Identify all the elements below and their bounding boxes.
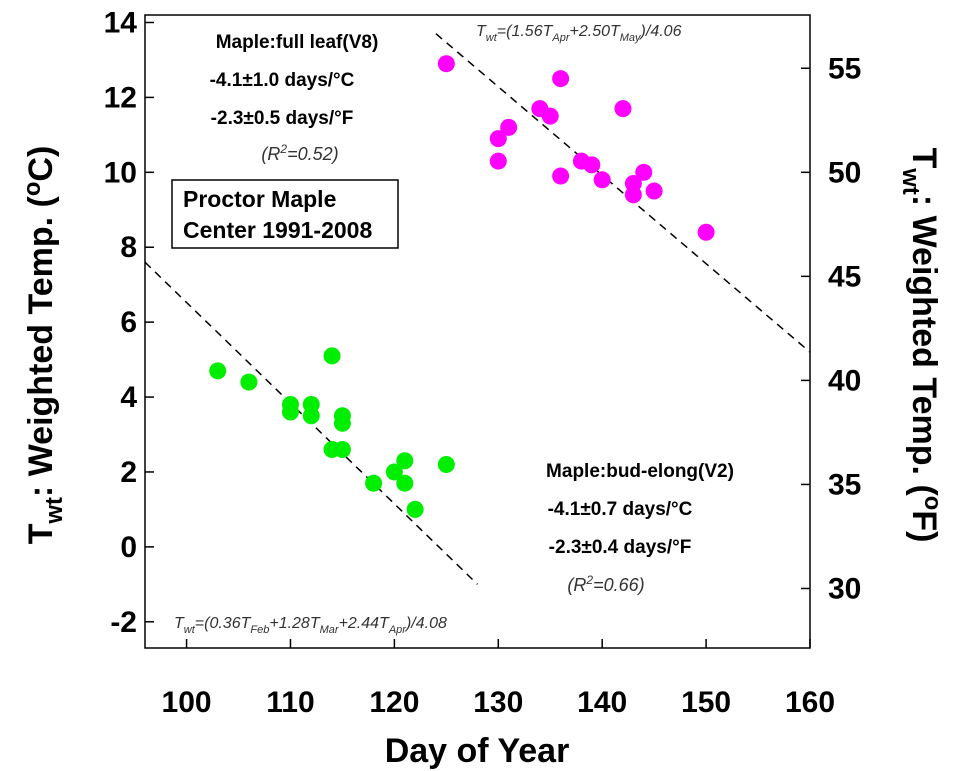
data-point — [323, 347, 341, 365]
x-axis-title: Day of Year — [385, 732, 570, 770]
data-point — [333, 414, 351, 432]
data-point — [624, 186, 642, 204]
data-point — [240, 373, 258, 391]
x-tick-label: 130 — [473, 686, 523, 719]
y-axis-left-title: Twt: Weighted Temp. (oC) — [19, 146, 68, 545]
data-point — [489, 130, 507, 148]
bud-elong-r2: (R2=0.66) — [567, 573, 644, 595]
full-leaf-stat-f: -2.3±0.5 days/°F — [211, 108, 354, 129]
data-point — [302, 407, 320, 425]
data-point — [645, 182, 663, 200]
plot-frame — [144, 14, 811, 649]
y-right-tick-label: 50 — [828, 156, 861, 189]
y-left-tick-label: -2 — [110, 606, 137, 639]
y-right-tick-label: 30 — [828, 572, 861, 605]
data-point — [333, 440, 351, 458]
y-left-tick-label: 10 — [104, 156, 137, 189]
data-point — [365, 474, 383, 492]
full-leaf-r2: (R2=0.52) — [261, 142, 338, 164]
x-tick-label: 140 — [577, 686, 627, 719]
station-label-line2: Center 1991-2008 — [183, 217, 372, 243]
y-right-tick-label: 45 — [828, 260, 861, 293]
x-tick-label: 110 — [266, 686, 314, 719]
data-point — [635, 163, 653, 181]
data-point — [552, 70, 570, 88]
data-point — [437, 55, 455, 73]
data-point — [209, 362, 227, 380]
full-leaf-points — [437, 55, 715, 241]
bud-elong-equation: Twt=(0.36TFeb+1.28TMar+2.44TApr)/4.08 — [174, 615, 447, 636]
y-axis-right: 30 35 40 45 50 55 — [801, 52, 861, 605]
y-left-tick-label: 0 — [120, 531, 137, 564]
x-tick-label: 120 — [369, 686, 419, 719]
bud-elong-series-label: Maple:bud-elong(V2) — [546, 461, 734, 482]
y-right-tick-label: 55 — [828, 52, 861, 85]
data-point — [500, 118, 518, 136]
full-leaf-series-label: Maple:full leaf(V8) — [216, 32, 379, 53]
data-point — [697, 223, 715, 241]
x-tick-label: 160 — [785, 686, 835, 719]
data-point — [583, 156, 601, 174]
station-label-line1: Proctor Maple — [183, 186, 336, 212]
x-tick-label: 150 — [681, 686, 731, 719]
bud-elong-stat-f: -2.3±0.4 days/°F — [549, 537, 692, 558]
data-point — [614, 100, 632, 118]
bud-elong-points — [209, 347, 455, 518]
y-left-tick-label: 8 — [120, 231, 137, 264]
data-point — [385, 463, 403, 481]
data-point — [552, 167, 570, 185]
y-right-tick-label: 40 — [828, 364, 861, 397]
data-point — [593, 171, 611, 189]
y-left-tick-label: 4 — [120, 381, 137, 414]
data-point — [489, 152, 507, 170]
y-right-tick-label: 35 — [828, 468, 861, 501]
data-point — [541, 107, 559, 125]
station-box — [171, 179, 399, 249]
y-left-tick-label: 14 — [104, 6, 138, 39]
x-axis: 100 110 120 130 140 150 160 — [162, 639, 835, 719]
bud-elong-stat-c: -4.1±0.7 days/°C — [548, 499, 693, 520]
y-left-tick-label: 6 — [120, 306, 137, 339]
data-point — [437, 455, 455, 473]
full-leaf-regression-line — [435, 33, 811, 353]
full-leaf-equation: Twt=(1.56TApr+2.50TMay)/4.06 — [476, 23, 682, 44]
full-leaf-stat-c: -4.1±1.0 days/°C — [210, 70, 355, 91]
data-point — [396, 452, 414, 470]
data-point — [281, 403, 299, 421]
y-left-tick-label: 12 — [104, 81, 137, 114]
y-axis-left: -2 0 2 4 6 8 10 12 14 — [104, 6, 154, 639]
x-tick-label: 100 — [162, 686, 212, 719]
data-point — [406, 500, 424, 518]
y-left-tick-label: 2 — [120, 456, 137, 489]
data-point — [396, 474, 414, 492]
y-axis-right-title: Twt: Weighted Temp. (oF) — [897, 148, 946, 543]
